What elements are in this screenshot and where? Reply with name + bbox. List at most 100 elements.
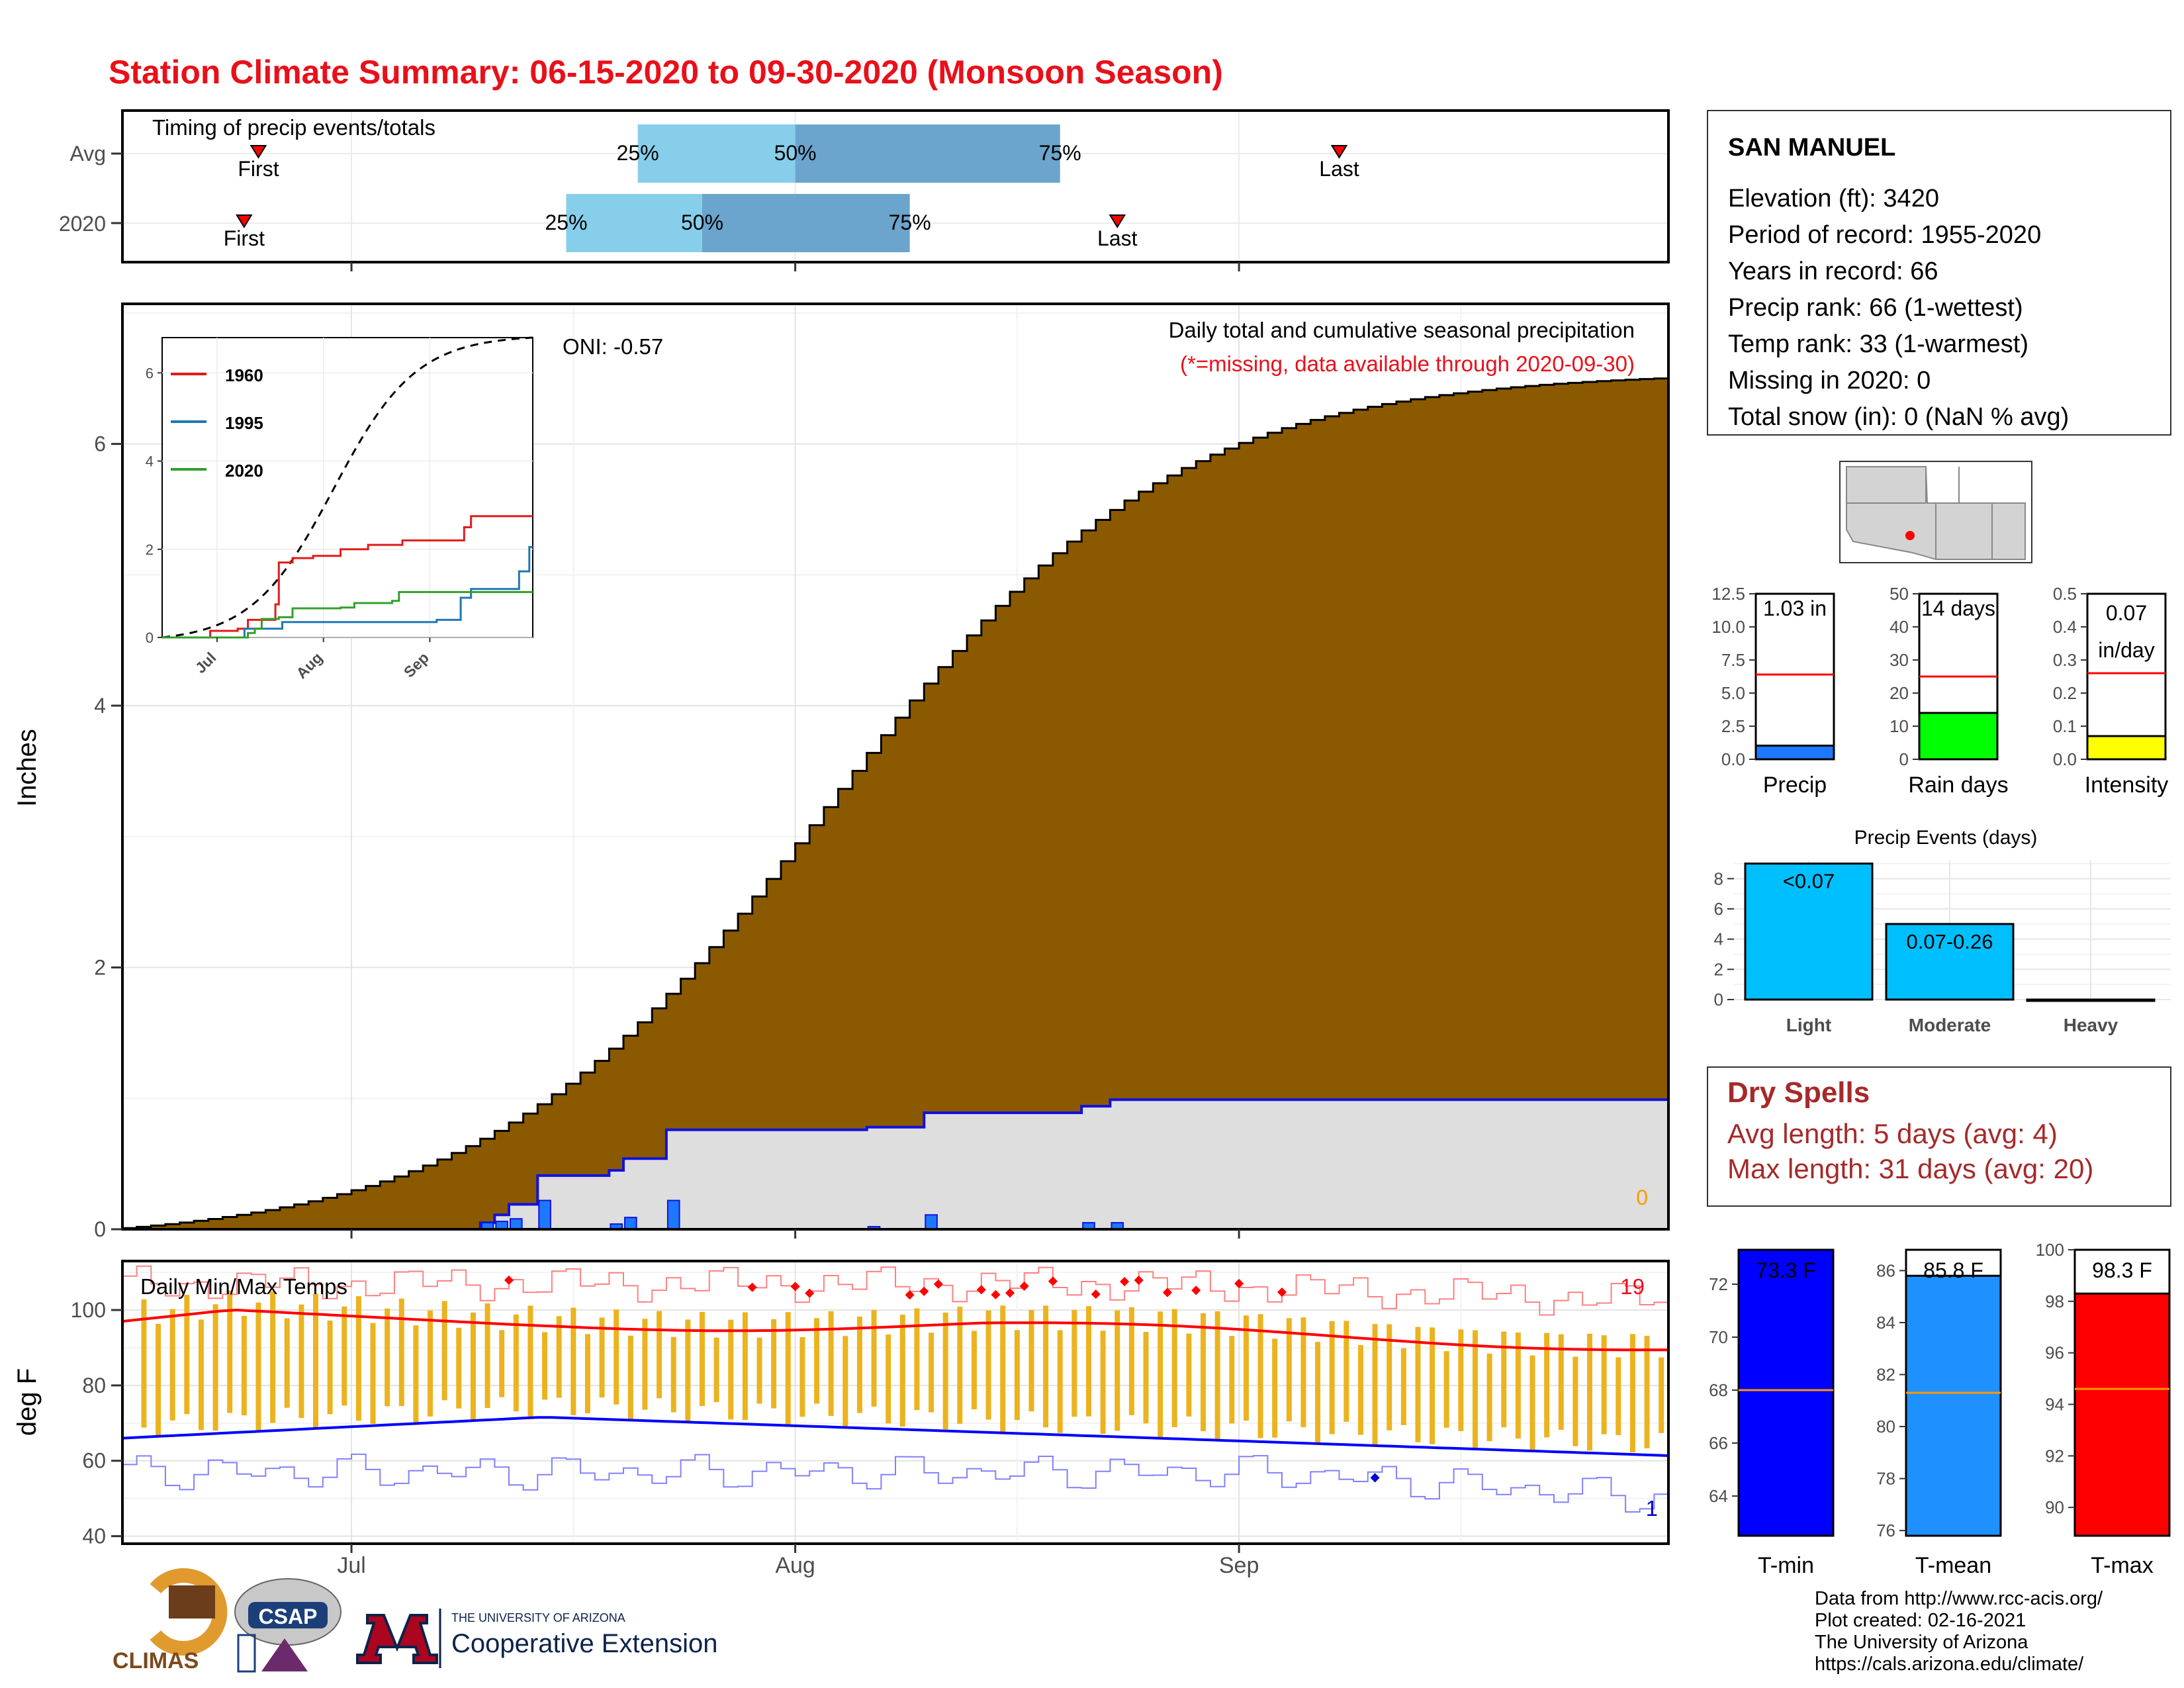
temp-y-tick: 86 <box>1876 1260 1895 1280</box>
station-snow: Total snow (in): 0 (NaN % avg) <box>1728 403 2069 431</box>
timing-q25-50-bar <box>637 124 796 183</box>
timing-frame <box>121 109 1670 263</box>
temp-range-bar <box>298 1304 304 1419</box>
record-high-marker <box>1048 1276 1058 1286</box>
credit-source: Data from http://www.rcc-acis.org/ <box>1815 1588 2103 1609</box>
record-low-marker <box>1370 1473 1380 1483</box>
event-category-label: Heavy <box>2064 1015 2118 1035</box>
temp-range-bar <box>1357 1345 1363 1435</box>
daily-precip-bar <box>666 1199 680 1231</box>
temp-range-bar <box>657 1311 662 1399</box>
inset-y-tick: 6 <box>146 365 154 381</box>
daily-precip-bar <box>624 1217 637 1231</box>
temp-y-tick: 92 <box>2045 1446 2064 1466</box>
mini-y-tick: 0 <box>1899 749 1909 769</box>
temp-range-bar <box>184 1295 190 1415</box>
timing-quartile-label: 50% <box>681 211 723 234</box>
mini-y-tick: 0.2 <box>2053 683 2077 703</box>
temp-summary-label: T-mean <box>1915 1553 1991 1578</box>
record-high-marker <box>747 1282 757 1292</box>
station-elevation: Elevation (ft): 3420 <box>1728 185 1939 212</box>
temp-range-bar <box>971 1331 977 1410</box>
mini-y-tick: 7.5 <box>1721 650 1745 670</box>
temp-value-bar <box>1905 1274 2002 1537</box>
temp-y-tick: 76 <box>1876 1521 1895 1540</box>
station-years: Years in record: 66 <box>1728 258 1938 285</box>
temp-range-bar <box>1014 1330 1020 1421</box>
temp-range-bar <box>1300 1317 1306 1428</box>
temp-range-bar <box>513 1314 519 1412</box>
inset-legend-1995: 1995 <box>225 413 263 433</box>
temp-range-bar <box>385 1308 390 1407</box>
temps-title: Daily Min/Max Temps <box>140 1274 347 1299</box>
x-tick-label: Aug <box>775 1553 815 1578</box>
temp-range-bar <box>856 1316 862 1413</box>
mini-y-tick: 12.5 <box>1711 584 1745 604</box>
timing-event-marker <box>1109 214 1126 228</box>
event-y-tick: 2 <box>1714 959 1723 979</box>
temp-range-bar <box>313 1293 318 1429</box>
credit-university: The University of Arizona <box>1815 1632 2028 1653</box>
record-high-marker <box>1162 1288 1173 1297</box>
mini-y-tick: 0.1 <box>2053 716 2077 736</box>
precip-y-tick: 0 <box>94 1217 106 1241</box>
temp-y-tick: 100 <box>2036 1240 2064 1260</box>
inset-x-tick: Jul <box>192 649 220 677</box>
temp-range-bar <box>1214 1311 1220 1440</box>
mini-frame <box>1754 592 1835 761</box>
precip-y-tick: 4 <box>94 694 106 718</box>
inset-x-tick: Sep <box>400 649 432 680</box>
timing-quartile-label: 50% <box>774 141 817 165</box>
mini-y-tick: 30 <box>1889 650 1909 670</box>
temp-range-bar <box>1443 1351 1449 1428</box>
event-y-tick: 6 <box>1714 899 1723 919</box>
event-bar <box>1885 923 2015 1001</box>
dry-spells-title: Dry Spells <box>1727 1076 1870 1109</box>
temp-range-bar <box>1086 1306 1091 1417</box>
dry-spells-avg: Avg length: 5 days (avg: 4) <box>1727 1118 2058 1149</box>
precip-y-tick: 6 <box>94 432 106 456</box>
timing-event-label: Last <box>1097 226 1138 250</box>
temp-range-bar <box>1529 1355 1535 1451</box>
temps-y-tick: 60 <box>82 1449 106 1473</box>
record-high-marker <box>991 1289 1001 1299</box>
temp-y-tick: 96 <box>2045 1343 2064 1363</box>
temp-range-bar <box>1158 1311 1163 1438</box>
timing-title: Timing of precip events/totals <box>152 115 435 140</box>
avg-cumulative-precip-area <box>121 377 1670 1231</box>
inset-legend: 1960 1995 2020 <box>171 365 263 481</box>
temp-range-bar <box>1544 1333 1550 1438</box>
temp-range-bar <box>642 1319 648 1410</box>
record-low-count: 1 <box>1646 1496 1658 1521</box>
mini-y-tick: 20 <box>1889 683 1909 703</box>
locator-map <box>1839 461 2032 563</box>
temp-range-bar <box>1558 1334 1564 1430</box>
temp-range-bar <box>456 1327 462 1409</box>
mini-value-label: 1.03 in <box>1763 596 1827 620</box>
timing-quartile-label: 75% <box>889 211 931 234</box>
temp-range-bar <box>1415 1327 1421 1442</box>
temp-range-bar <box>627 1335 633 1420</box>
temps-panel: Daily Min/Max Temps 19 1 40 60 80 100 deg F <box>13 1260 1670 1548</box>
temp-range-bar <box>484 1303 490 1408</box>
temp-range-bar <box>828 1311 834 1417</box>
event-bar <box>1744 863 1874 1001</box>
temp-range-bar <box>942 1312 948 1430</box>
temp-range-bar <box>398 1298 404 1407</box>
record-low-line <box>122 1453 1668 1513</box>
event-bar-label: 0.07-0.26 <box>1907 930 1993 953</box>
timing-quartile-label: 25% <box>545 211 587 234</box>
mini-y-tick: 5.0 <box>1721 683 1745 703</box>
precip-missing-note: (*=missing, data available through 2020-… <box>1180 352 1635 376</box>
temp-y-tick: 78 <box>1876 1469 1895 1489</box>
inset-legend-1960: 1960 <box>225 365 263 385</box>
seasonal-temp-charts: 73.3 F 64 66 68 70 72 T-min 85.8 F 76 78 80 82 84 86 T… <box>1709 1240 2171 1578</box>
temp-range-bar <box>527 1305 533 1417</box>
temp-range-bar <box>886 1334 891 1424</box>
temp-range-bar <box>584 1334 590 1414</box>
mini-y-tick: 0.4 <box>2053 617 2077 637</box>
mini-y-tick: 0.3 <box>2053 650 2077 670</box>
mini-value-bar <box>2086 735 2167 761</box>
record-high-marker <box>905 1290 915 1300</box>
temp-range-bar <box>899 1314 905 1427</box>
